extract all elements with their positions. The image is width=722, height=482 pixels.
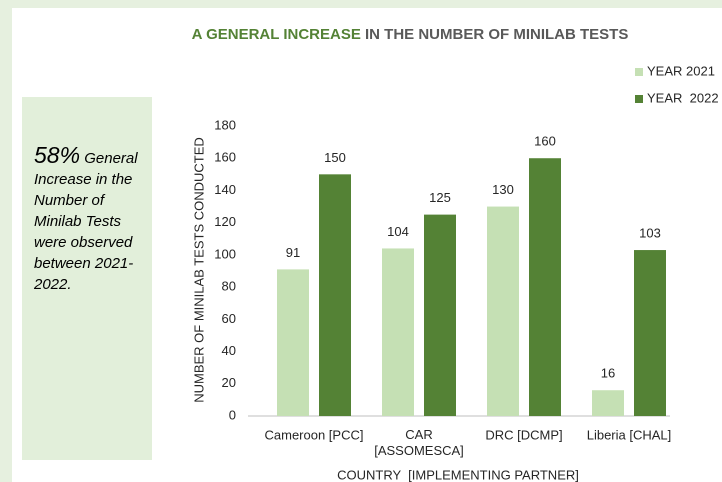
x-axis-title: COUNTRY [IMPLEMENTING PARTNER] xyxy=(337,467,579,482)
title-highlight: A GENERAL INCREASE xyxy=(192,26,361,43)
x-tick-label: CAR [ASSOMESCA] xyxy=(374,427,464,458)
bar xyxy=(382,248,414,416)
y-tick-label: 60 xyxy=(222,311,236,326)
data-label: 130 xyxy=(492,182,514,197)
bar xyxy=(592,390,624,416)
y-tick-label: 180 xyxy=(214,117,236,132)
bar xyxy=(634,250,666,416)
data-label: 150 xyxy=(324,150,346,165)
y-tick-label: 120 xyxy=(214,214,236,229)
bar xyxy=(277,269,309,416)
callout-highlight: 58% xyxy=(34,142,81,168)
data-label: 103 xyxy=(639,225,661,240)
legend-label: YEAR 2022 xyxy=(647,90,719,105)
y-tick-label: 160 xyxy=(214,150,236,165)
legend-label: YEAR 2021 xyxy=(647,63,715,78)
title-rest: IN THE NUMBER OF MINILAB TESTS xyxy=(365,26,628,43)
data-label: 160 xyxy=(534,134,556,149)
y-tick-label: 100 xyxy=(214,246,236,261)
chart-title: A GENERAL INCREASE IN THE NUMBER OF MINI… xyxy=(192,26,629,43)
y-axis-title: NUMBER OF MINILAB TESTS CONDUCTED xyxy=(191,137,206,403)
data-label: 91 xyxy=(286,245,300,260)
data-label: 16 xyxy=(601,366,615,381)
y-tick-label: 80 xyxy=(222,279,236,294)
y-tick-label: 0 xyxy=(229,407,236,422)
bar xyxy=(487,206,519,416)
bar xyxy=(529,158,561,416)
y-tick-label: 140 xyxy=(214,182,236,197)
data-label: 125 xyxy=(429,190,451,205)
x-tick-label: Cameroon [PCC] xyxy=(265,427,364,442)
callout-text: 58% General Increase in the Number of Mi… xyxy=(34,142,146,295)
callout-body: General Increase in the Number of Minila… xyxy=(34,150,138,293)
x-tick-label: DRC [DCMP] xyxy=(485,427,562,442)
data-label: 104 xyxy=(387,224,409,239)
y-tick-label: 20 xyxy=(222,375,236,390)
legend-swatch xyxy=(635,68,643,76)
x-tick-label: Liberia [CHAL] xyxy=(587,427,672,442)
bar xyxy=(424,214,456,416)
bar xyxy=(319,174,351,416)
y-tick-label: 40 xyxy=(222,343,236,358)
callout-box: 58% General Increase in the Number of Mi… xyxy=(22,97,152,460)
legend-swatch xyxy=(635,95,643,103)
